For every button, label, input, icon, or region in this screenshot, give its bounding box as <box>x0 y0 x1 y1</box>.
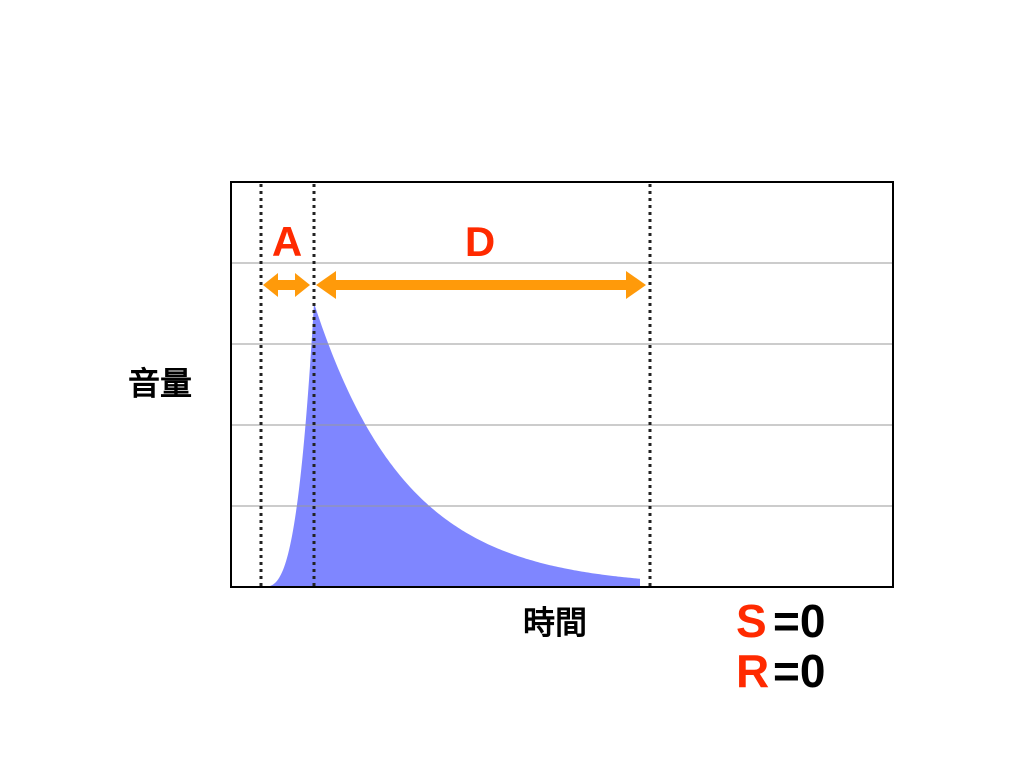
release-value: =0 <box>773 645 825 697</box>
attack-label: A <box>272 218 302 265</box>
x-axis-label: 時間 <box>523 604 587 640</box>
sustain-value: =0 <box>773 595 825 647</box>
plot-frame <box>230 181 894 588</box>
arrow-head <box>316 271 336 299</box>
decay-arrow <box>316 271 646 299</box>
arrow-head <box>263 273 278 297</box>
sustain-letter: S <box>736 595 767 647</box>
attack-arrow <box>263 273 310 297</box>
arrow-shaft <box>332 280 630 290</box>
arrow-shaft <box>276 280 297 290</box>
arrow-head <box>626 271 646 299</box>
decay-label: D <box>465 218 495 265</box>
envelope-area <box>261 303 640 587</box>
y-axis-label: 音量 <box>128 365 192 401</box>
grid <box>231 262 893 507</box>
release-letter: R <box>736 645 769 697</box>
arrow-head <box>295 273 310 297</box>
